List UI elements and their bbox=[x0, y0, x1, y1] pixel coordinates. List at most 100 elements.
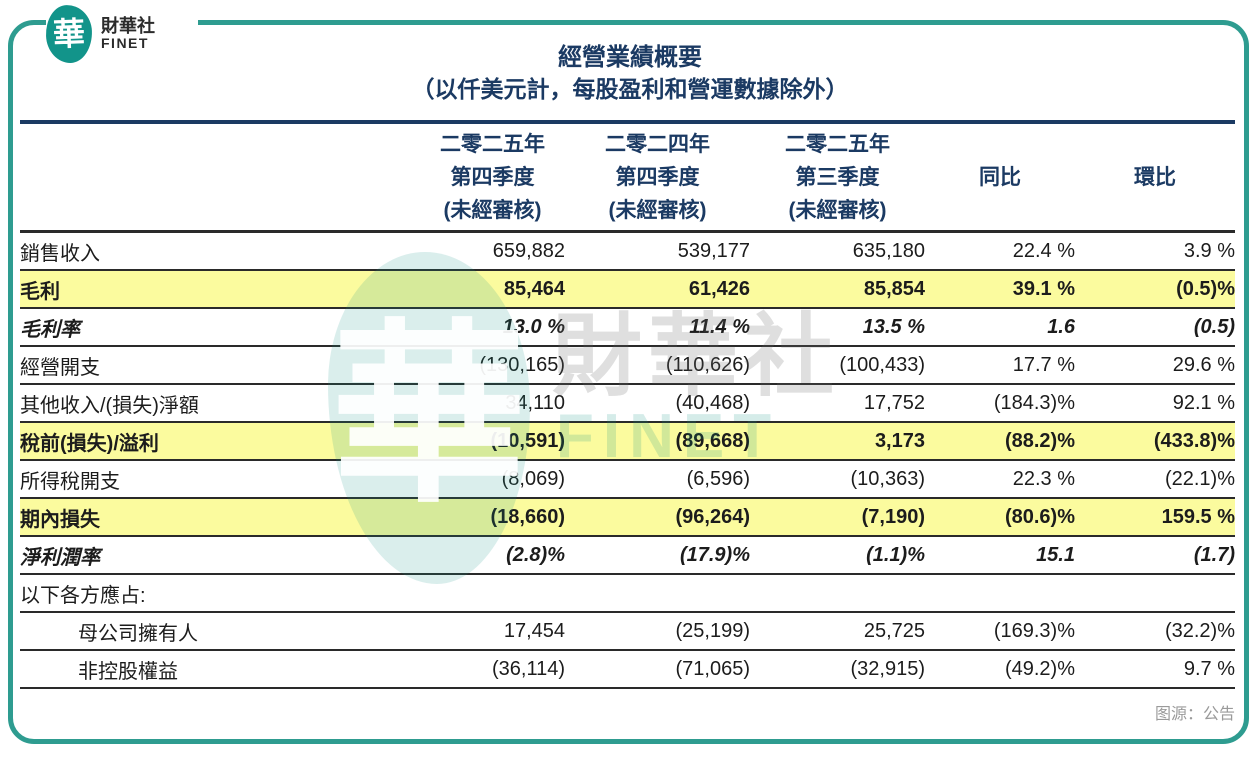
cell-value: 61,426 bbox=[688, 277, 750, 300]
table-row-operating-expenses: 經營開支 (130,165) (110,626) (100,433) 17.7 … bbox=[20, 346, 1235, 384]
header-empty bbox=[20, 122, 420, 232]
cell-value: 22.4 % bbox=[1012, 239, 1075, 262]
column-header-2024q4: 二零二四年 第四季度 (未經審核) bbox=[605, 133, 710, 222]
cell-value: 635,180 bbox=[852, 239, 925, 262]
cell-value: (49.2)% bbox=[1004, 657, 1075, 680]
row-label: 毛利率 bbox=[20, 318, 80, 341]
cell-value: 13.5 % bbox=[862, 315, 925, 338]
cell-value: 3.9 % bbox=[1183, 239, 1235, 262]
cell-value: (80.6)% bbox=[1004, 505, 1075, 528]
cell-value: (0.5) bbox=[1193, 315, 1235, 338]
row-label: 稅前(損失)/溢利 bbox=[20, 432, 159, 455]
cell-value bbox=[565, 574, 750, 612]
brand-name-en: FINET bbox=[101, 35, 149, 52]
cell-value: (96,264) bbox=[675, 505, 751, 528]
cell-value: 3,173 bbox=[874, 429, 925, 452]
cell-value: (32.2)% bbox=[1164, 619, 1235, 642]
cell-value: 85,464 bbox=[503, 277, 565, 300]
page-subtitle: （以仟美元計，每股盈利和營運數據除外） bbox=[411, 76, 849, 102]
cell-value bbox=[925, 574, 1075, 612]
cell-value: 659,882 bbox=[492, 239, 565, 262]
logo-glyph: 華 bbox=[52, 15, 86, 53]
cell-value: 39.1 % bbox=[1012, 277, 1075, 300]
logo-text: 財華社 FINET bbox=[101, 17, 155, 51]
row-label: 銷售收入 bbox=[20, 242, 100, 265]
row-label: 所得稅開支 bbox=[20, 470, 120, 493]
cell-value: 15.1 bbox=[1036, 543, 1075, 566]
cell-value: 34,110 bbox=[505, 391, 565, 414]
row-label: 毛利 bbox=[20, 280, 60, 303]
cell-value: 22.3 % bbox=[1012, 467, 1075, 490]
column-header-2025q3: 二零二五年 第三季度 (未經審核) bbox=[785, 133, 890, 222]
cell-value: (1.1)% bbox=[866, 543, 925, 566]
cell-value bbox=[750, 574, 925, 612]
table-title-block: 經營業績概要 （以仟美元計，每股盈利和營運數據除外） bbox=[25, 42, 1235, 105]
table-row-net-margin: 淨利潤率 (2.8)% (17.9)% (1.1)% 15.1 (1.7) bbox=[20, 536, 1235, 574]
cell-value: (25,199) bbox=[675, 619, 751, 642]
cell-value: (32,915) bbox=[850, 657, 926, 680]
cell-value: 9.7 % bbox=[1183, 657, 1235, 680]
cell-value: (71,065) bbox=[675, 657, 751, 680]
table-row-other-income: 其他收入/(損失)淨額 34,110 (40,468) 17,752 (184.… bbox=[20, 384, 1235, 422]
cell-value: (36,114) bbox=[491, 657, 565, 680]
financial-results-table: 二零二五年 第四季度 (未經審核) 二零二四年 第四季度 (未經審核) 二零二五… bbox=[20, 120, 1235, 689]
cell-value: 17,752 bbox=[863, 391, 925, 414]
table-row-gross-profit: 毛利 85,464 61,426 85,854 39.1 % (0.5)% bbox=[20, 270, 1235, 308]
row-label: 以下各方應占: bbox=[20, 584, 146, 607]
cell-value: (8,069) bbox=[501, 467, 565, 490]
cell-value: (89,668) bbox=[675, 429, 751, 452]
cell-value: (100,433) bbox=[839, 353, 925, 376]
cell-value bbox=[420, 574, 565, 612]
row-label: 其他收入/(損失)淨額 bbox=[20, 394, 199, 417]
table-row-pretax-profit: 稅前(損失)/溢利 (10,591) (89,668) 3,173 (88.2)… bbox=[20, 422, 1235, 460]
cell-value: (184.3)% bbox=[993, 391, 1075, 414]
table-row-revenue: 銷售收入 659,882 539,177 635,180 22.4 % 3.9 … bbox=[20, 232, 1235, 270]
cell-value: (169.3)% bbox=[993, 619, 1075, 642]
row-label: 非控股權益 bbox=[78, 660, 178, 683]
cell-value: 1.6 bbox=[1047, 315, 1075, 338]
cell-value: (10,363) bbox=[850, 467, 926, 490]
column-header-2025q4: 二零二五年 第四季度 (未經審核) bbox=[440, 133, 545, 222]
cell-value: 25,725 bbox=[863, 619, 925, 642]
cell-value: 17.7 % bbox=[1012, 353, 1075, 376]
cell-value: (18,660) bbox=[490, 505, 566, 528]
finet-logo: 華 財華社 FINET bbox=[45, 0, 198, 68]
table-row-gross-margin: 毛利率 13.0 % 11.4 % 13.5 % 1.6 (0.5) bbox=[20, 308, 1235, 346]
table-row-period-loss: 期內損失 (18,660) (96,264) (7,190) (80.6)% 1… bbox=[20, 498, 1235, 536]
cell-value: (17.9)% bbox=[679, 543, 750, 566]
column-header-yoy: 同比 bbox=[979, 166, 1021, 189]
cell-value: (22.1)% bbox=[1164, 467, 1235, 490]
page-title: 經營業績概要 bbox=[558, 44, 702, 71]
cell-value: (88.2)% bbox=[1004, 429, 1075, 452]
cell-value: (130,165) bbox=[479, 353, 565, 376]
cell-value: 17,454 bbox=[503, 619, 565, 642]
column-header-qoq: 環比 bbox=[1134, 166, 1176, 189]
cell-value: (40,468) bbox=[675, 391, 751, 414]
cell-value: (1.7) bbox=[1193, 543, 1235, 566]
cell-value: (0.5)% bbox=[1176, 277, 1235, 300]
cell-value: (2.8)% bbox=[506, 543, 565, 566]
cell-value: 92.1 % bbox=[1172, 391, 1235, 414]
cell-value bbox=[1075, 574, 1235, 612]
header-row: 二零二五年 第四季度 (未經審核) 二零二四年 第四季度 (未經審核) 二零二五… bbox=[20, 122, 1235, 232]
cell-value: 539,177 bbox=[677, 239, 750, 262]
table-row-parent-owners: 母公司擁有人 17,454 (25,199) 25,725 (169.3)% (… bbox=[20, 612, 1235, 650]
cell-value: (6,596) bbox=[686, 467, 750, 490]
source-note: 图源：公告 bbox=[1154, 706, 1235, 723]
cell-value: 29.6 % bbox=[1172, 353, 1235, 376]
row-label: 淨利潤率 bbox=[20, 546, 100, 569]
cell-value: 13.0 % bbox=[502, 315, 565, 338]
brand-name-zh: 財華社 bbox=[101, 16, 155, 37]
teal-frame-border bbox=[8, 20, 1249, 744]
cell-value: 85,854 bbox=[863, 277, 925, 300]
cell-value: (433.8)% bbox=[1153, 429, 1235, 452]
row-label: 經營開支 bbox=[20, 356, 100, 379]
cell-value: 11.4 % bbox=[689, 315, 750, 338]
row-label: 期內損失 bbox=[20, 508, 100, 531]
finet-logo-icon: 華 bbox=[45, 4, 93, 64]
table-row-attributable-section: 以下各方應占: bbox=[20, 574, 1235, 612]
cell-value: (7,190) bbox=[861, 505, 925, 528]
cell-value: 159.5 % bbox=[1161, 505, 1235, 528]
table-row-income-tax: 所得稅開支 (8,069) (6,596) (10,363) 22.3 % (2… bbox=[20, 460, 1235, 498]
